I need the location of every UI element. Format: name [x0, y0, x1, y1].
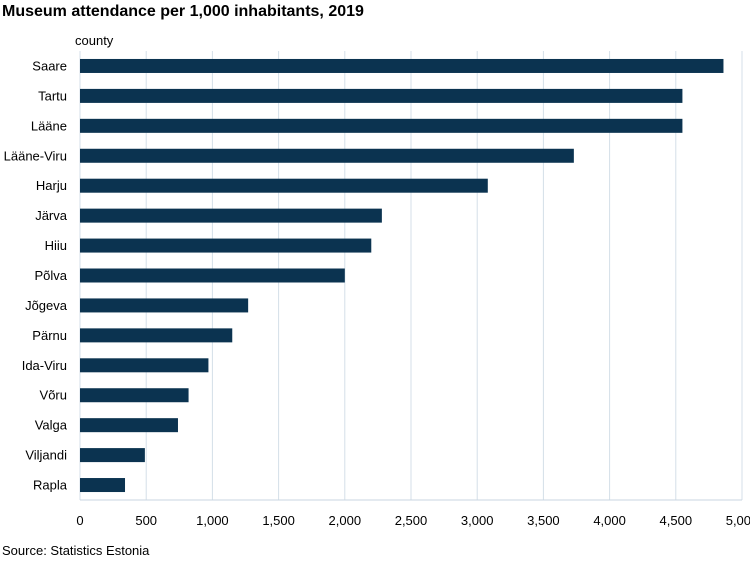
bar [80, 358, 209, 373]
source-note: Source: Statistics Estonia [2, 543, 150, 558]
category-label: Lääne-Viru [4, 148, 67, 163]
category-label: Põlva [34, 268, 67, 283]
x-tick-labels: 0 500 1,000 1,500 2,000 2,500 3,000 3,500 4,000 4… [76, 513, 750, 528]
category-label: Järva [35, 208, 68, 223]
bars [80, 58, 724, 493]
x-tick-label: 3,000 [461, 513, 494, 528]
x-tick-label: 1,500 [262, 513, 295, 528]
category-label: Tartu [38, 88, 67, 103]
bar [80, 418, 178, 433]
bar [80, 298, 249, 313]
category-labels: Saare Tartu Lääne Lääne-Viru Harju Järva Hiiu P… [4, 58, 68, 492]
y-axis-label: county [75, 33, 114, 48]
category-label: Võru [40, 388, 67, 403]
bar [80, 178, 488, 193]
category-label: Jõgeva [25, 298, 68, 313]
x-tick-label: 5,000 [726, 513, 750, 528]
bar [80, 58, 724, 73]
x-tick-label: 1,000 [196, 513, 229, 528]
category-label: Hiiu [45, 238, 67, 253]
bar [80, 268, 345, 283]
chart-title: Museum attendance per 1,000 inhabitants,… [2, 3, 364, 20]
bar [80, 448, 145, 463]
bar [80, 118, 683, 133]
bar [80, 148, 574, 163]
category-label: Saare [32, 58, 67, 73]
x-tick-label: 2,000 [329, 513, 362, 528]
bar [80, 328, 233, 343]
category-label: Ida-Viru [22, 358, 67, 373]
x-tick-label: 3,500 [527, 513, 560, 528]
x-tick-label: 4,500 [660, 513, 693, 528]
x-tick-label: 2,500 [395, 513, 428, 528]
category-label: Lääne [31, 118, 67, 133]
bar [80, 238, 372, 253]
x-tick-label: 4,000 [593, 513, 626, 528]
category-label: Viljandi [25, 448, 67, 463]
x-tick-label: 500 [135, 513, 157, 528]
category-label: Valga [35, 418, 68, 433]
bar [80, 388, 189, 403]
bar [80, 208, 382, 223]
category-label: Rapla [33, 478, 68, 493]
category-label: Pärnu [32, 328, 67, 343]
x-tick-label: 0 [76, 513, 83, 528]
category-label: Harju [36, 178, 67, 193]
bar [80, 88, 683, 103]
bar [80, 478, 126, 493]
